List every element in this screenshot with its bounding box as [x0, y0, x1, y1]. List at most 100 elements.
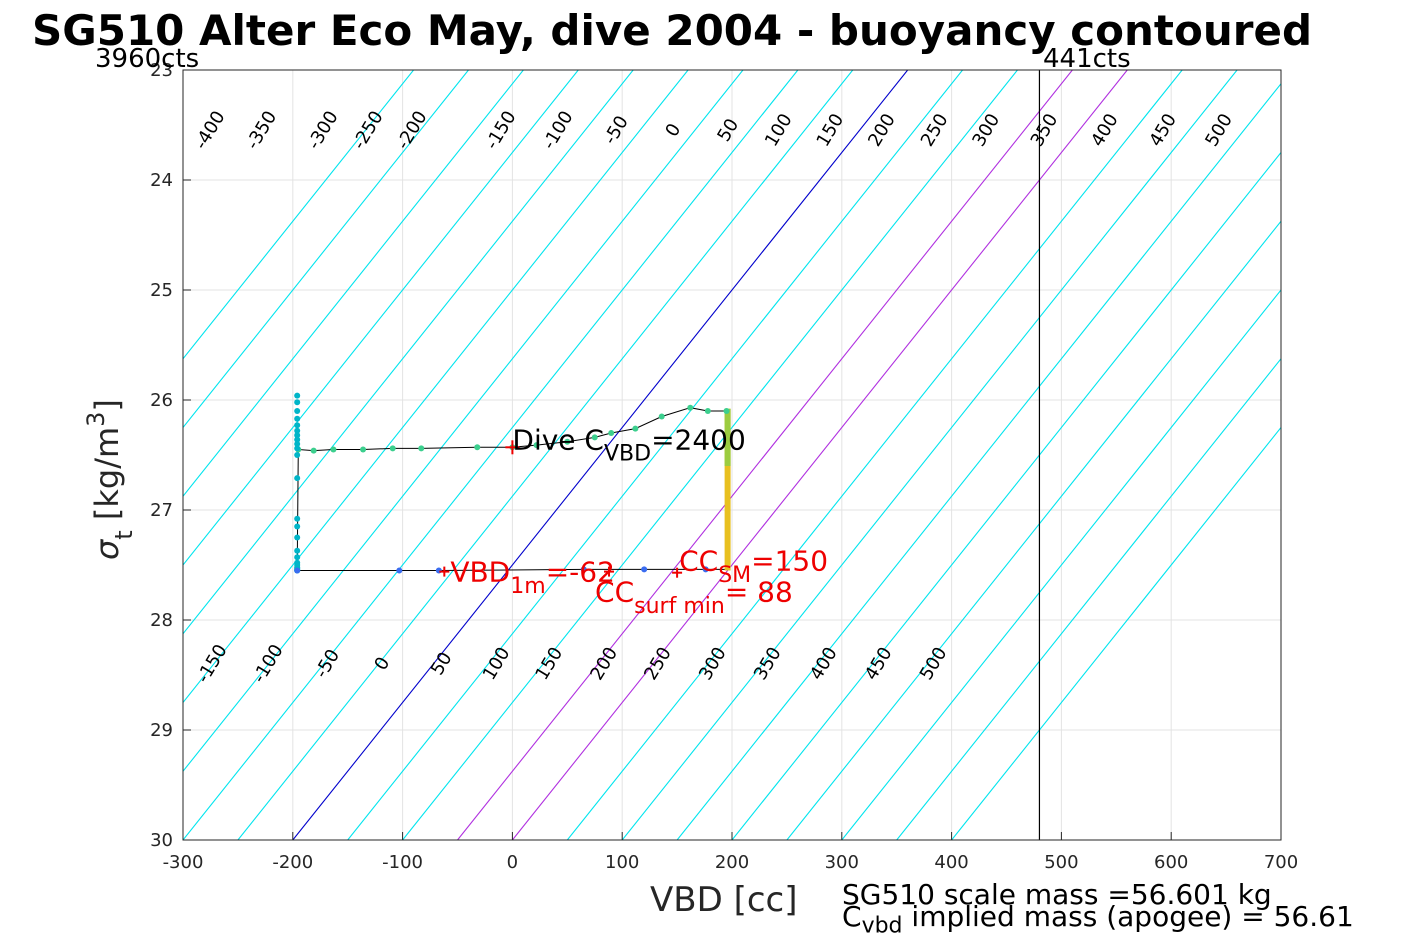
vbd-1m-annotation-part: 1m [510, 574, 545, 599]
bottom-point [294, 392, 301, 399]
contour-line [786, 220, 1281, 840]
marker-cc-surf-min [604, 566, 615, 577]
descent-point [310, 447, 317, 454]
y-tick-label: 29 [150, 720, 173, 741]
cc-surf-min-annotation-part: CC [595, 576, 634, 609]
y-tick-label: 26 [150, 390, 173, 411]
bottom-point [294, 445, 301, 452]
y-tick-label: 24 [150, 170, 173, 191]
descent-point [330, 446, 337, 453]
contour-line [183, 70, 744, 773]
ascent-point [396, 567, 403, 574]
descent-point [564, 438, 571, 445]
red-markers [439, 440, 683, 578]
y-tick-label: 28 [150, 610, 173, 631]
bottom-point [294, 399, 301, 406]
descent-point [591, 434, 598, 441]
cc-sm-annotation-part: CC [679, 545, 718, 578]
contour-line [183, 70, 799, 840]
vbd-1m-annotation-part: =-62 [546, 556, 615, 589]
ascent-point [294, 567, 301, 574]
y-tick-label: 25 [150, 280, 173, 301]
bottom-point [294, 534, 301, 541]
y-axis-label-part: t [110, 530, 138, 539]
bottom-point [294, 523, 301, 530]
y-axis-label-part: [kg/m [88, 427, 126, 530]
x-tick-label: 300 [825, 852, 859, 873]
y-axis-label-part: ] [88, 399, 126, 411]
implied-mass-value: implied mass (apogee) = 56.61 [902, 900, 1354, 933]
contour-lines [183, 70, 1281, 840]
descent-point [533, 442, 540, 449]
contour-line [511, 70, 1128, 840]
contour-line [951, 426, 1281, 840]
contour-line [183, 70, 415, 360]
x-tick-label: 700 [1264, 852, 1298, 873]
descent-point [389, 445, 396, 452]
x-tick-label: 600 [1154, 852, 1188, 873]
right-counts-label: 441cts [1043, 44, 1131, 74]
marker-cc-sm [672, 567, 683, 578]
contour-line [183, 70, 524, 498]
scale-mass-text: SG510 scale mass =56.601 kg [842, 878, 1272, 911]
x-tick-label: 400 [934, 852, 968, 873]
ascent-point [641, 566, 648, 573]
contour-line [402, 70, 1018, 840]
y-tick-label: 30 [150, 830, 173, 851]
chart-title: SG510 Alter Eco May, dive 2004 - buoyanc… [32, 6, 1313, 55]
ascent-point [702, 566, 709, 573]
cc-sm-annotation-part: SM [718, 563, 751, 588]
bottom-point [294, 408, 301, 414]
marker-dive-c-vbd [505, 440, 520, 455]
contour-line [896, 357, 1281, 840]
x-axis-label: VBD [cc] [650, 880, 798, 920]
bottom-point [294, 432, 301, 439]
dive-traces [294, 392, 731, 574]
ascent-point [580, 566, 587, 573]
bottom-point [294, 515, 301, 522]
y-axis-label-part: 3 [82, 412, 110, 427]
y-tick-label: 27 [150, 500, 173, 521]
bottom-point [294, 422, 301, 429]
bottom-point [294, 436, 301, 443]
y-axis-label-part: σ [88, 538, 126, 560]
contour-line [183, 70, 634, 635]
x-tick-label: 200 [715, 852, 749, 873]
left-counts-label: 3960cts [95, 44, 200, 74]
descent-point [608, 430, 615, 436]
descent-point [704, 408, 711, 414]
y-tick-label: 23 [150, 60, 173, 81]
descent-point [658, 413, 665, 420]
contour-line [183, 70, 469, 429]
descent-point [360, 446, 367, 453]
implied-mass-sub: vbd [861, 913, 903, 939]
vbd-1m-annotation-part: VBD [450, 556, 510, 589]
descent-point [418, 445, 425, 452]
contour-line [621, 70, 1238, 840]
marker-vbd-1m [439, 566, 450, 577]
axis-ticks: -300 -200 -100 0 100 200 300 400 500 600 700 23 24 25… [150, 60, 1298, 873]
implied-mass-prefix: C [842, 900, 862, 933]
implied-mass-text: Cvbd implied mass (apogee) = 56.61 [842, 900, 1354, 939]
bottom-point [294, 415, 301, 422]
cc-sm-annotation-part: =150 [751, 545, 828, 578]
x-tick-label: 500 [1044, 852, 1078, 873]
contour-line [841, 289, 1281, 840]
bottom-point [294, 441, 301, 447]
y-axis-label: σt [kg/m3] [82, 399, 138, 560]
contour-line [566, 70, 1183, 840]
descent-point [632, 425, 639, 432]
cc-surf-min-annotation-part: surf min [634, 594, 725, 619]
bottom-point [294, 475, 301, 482]
dive-c-vbd-annotation-part: =2400 [651, 424, 746, 457]
x-tick-label: 100 [605, 852, 639, 873]
bottom-point [294, 427, 301, 434]
descent-point [723, 408, 730, 414]
bottom-point [294, 452, 301, 458]
cc-surf-min-annotation-part: = 88 [725, 576, 793, 609]
contour-line [457, 70, 1073, 840]
dive-c-vbd-annotation-part: Dive C [512, 424, 604, 457]
descent-point [474, 444, 481, 451]
contour-line [237, 70, 854, 840]
